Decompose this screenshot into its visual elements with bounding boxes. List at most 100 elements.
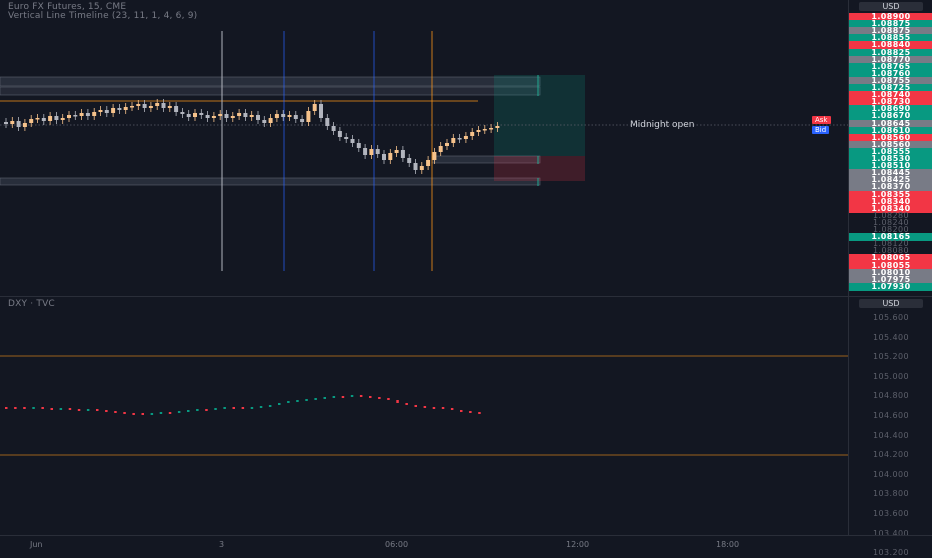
price-label: 1.07930 [849,282,932,291]
dxy-candle [460,410,463,412]
dxy-candle [23,407,26,409]
candle-body [16,121,21,127]
candle-body [394,150,399,153]
dxy-currency-badge[interactable]: USD [859,299,923,308]
candle-body [111,108,116,113]
dxy-candle [268,405,272,407]
dxy-chart-pane[interactable]: DXY · TVC [0,297,848,535]
candle-body [470,132,475,136]
candle-body [274,114,279,118]
candle-body [495,126,500,128]
candle-body [92,112,97,116]
dxy-price-scale[interactable]: USD 105.600 105.400 105.200 105.000 104.800 1… [848,297,932,557]
dxy-candle [223,407,226,409]
price-label: 1.08825 [849,48,932,57]
dxy-candle [241,407,245,409]
candle-body [85,113,90,116]
dxy-candle [141,413,144,415]
candle-body [4,122,8,124]
candle-body [388,153,393,160]
dxy-candle [77,409,81,411]
candle-body [249,115,254,117]
price-label: 1.08560 [849,140,932,149]
price-label: 1.08725 [849,84,932,92]
candle-body [350,139,355,143]
price-label: 1.08765 [849,62,932,71]
candle-body [356,143,361,148]
dxy-candlestick-chart[interactable] [0,297,848,535]
candle-body [463,136,468,139]
candle-body [445,143,449,146]
candle-body [419,166,424,170]
dxy-price-label: 104.400 [873,430,909,440]
dxy-legend[interactable]: DXY · TVC [8,299,55,309]
candle-body [148,106,153,108]
dxy-candle [369,396,372,398]
candle-body [306,111,311,122]
ask-tag: Ask [812,116,831,124]
candle-body [325,118,330,126]
dxy-candle [168,412,172,414]
candle-body [281,114,286,117]
price-label: 1.08670 [849,112,932,121]
price-label: 1.08510 [849,162,932,171]
dxy-candle [441,407,445,409]
symbol-legend[interactable]: Euro FX Futures, 15, CME [8,2,127,12]
dxy-price-label: 104.000 [873,469,909,479]
candle-body [67,115,71,118]
price-label: 1.08425 [849,176,932,185]
euro-fx-candlestick-chart[interactable] [0,0,848,296]
candle-body [230,116,235,118]
currency-badge[interactable]: USD [859,2,923,11]
dxy-price-label: 105.600 [873,313,909,322]
candle-body [489,128,494,130]
price-label: 1.08755 [849,76,932,85]
price-label: 1.08740 [849,91,932,100]
price-label: 1.08730 [849,98,932,107]
candle-body [136,104,141,106]
price-label: 1.08165 [849,233,932,242]
price-label: 1.08690 [849,105,932,114]
price-label: 1.08340 [849,204,932,213]
dxy-price-label: 104.200 [873,450,909,460]
price-label: 1.08760 [849,69,932,78]
dxy-candle [177,411,181,413]
dxy-candle [150,413,154,415]
candle-body [224,114,229,118]
dxy-candle [450,408,454,410]
lower-zone [0,177,541,186]
candle-body [375,149,380,154]
candle-body [331,126,336,131]
candle-body [142,104,147,108]
main-chart-pane[interactable]: Euro FX Futures, 15, CME Vertical Line T… [0,0,848,296]
candle-body [482,129,487,131]
dxy-candle [323,397,326,399]
price-scale[interactable]: USD 1.08900 1.08875 1.08875 1.08855 1.08840 1… [848,0,932,296]
candle-body [382,154,386,160]
candle-body [413,163,418,170]
dxy-candle [14,407,17,409]
dxy-candle [469,411,472,413]
candle-body [22,123,27,127]
candle-body [123,107,128,110]
candle-body [451,138,456,143]
dxy-candle [478,412,481,414]
indicator-legend[interactable]: Vertical Line Timeline (23, 11, 1, 4, 6,… [8,11,198,21]
pane-divider[interactable] [0,296,932,297]
candle-body [476,130,481,132]
price-label: 1.08370 [849,183,932,192]
dxy-candle [278,403,281,405]
price-label: 1.08200 [873,225,909,234]
dxy-candle [350,395,354,397]
candle-body [426,160,431,166]
dxy-candle [196,409,199,411]
price-label: 1.08530 [849,155,932,163]
time-axis[interactable]: Jun 3 06:00 12:00 18:00 [0,535,932,551]
price-label: 1.08855 [849,34,932,43]
dxy-candle [86,409,90,411]
candle-body [155,103,160,106]
long-position-target-zone[interactable] [494,75,585,156]
candle-body [29,119,34,123]
long-position-stop-zone[interactable] [494,156,585,181]
price-label: 1.08555 [849,147,932,156]
